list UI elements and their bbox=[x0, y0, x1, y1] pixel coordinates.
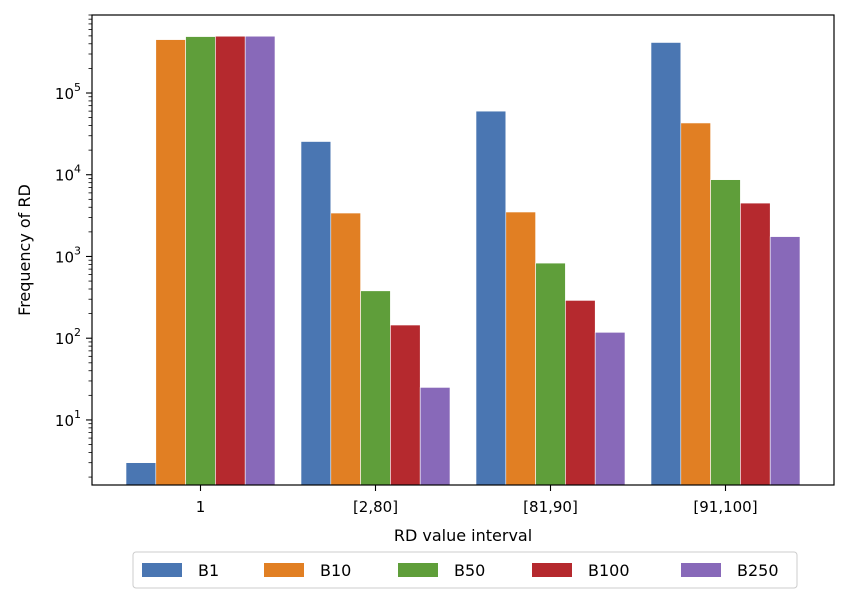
x-tick-label: [2,80] bbox=[353, 498, 398, 516]
legend-swatch-b100 bbox=[532, 563, 572, 577]
y-tick-label: 101 bbox=[55, 408, 81, 430]
y-tick-base: 10 bbox=[55, 330, 74, 348]
bar-b1-1 bbox=[300, 141, 332, 486]
legend-swatch-b250 bbox=[681, 563, 721, 577]
legend: B1 B10 B50 B100 B250 bbox=[132, 551, 798, 589]
y-tick-exponent: 2 bbox=[74, 326, 81, 339]
y-tick-exponent: 1 bbox=[74, 408, 81, 421]
legend-items: B1 B10 B50 B100 B250 bbox=[142, 561, 779, 580]
x-axis-label: RD value interval bbox=[394, 526, 532, 545]
bar-b250-2 bbox=[594, 332, 626, 486]
y-axis-label: Frequency of RD bbox=[15, 184, 34, 316]
x-tick-label: [91,100] bbox=[693, 498, 757, 516]
bar-b100-0 bbox=[215, 35, 246, 486]
legend-label-b1: B1 bbox=[198, 561, 219, 580]
bar-b50-0 bbox=[185, 36, 216, 486]
bar-b10-3 bbox=[680, 122, 711, 486]
legend-label-b100: B100 bbox=[588, 561, 630, 580]
y-tick-base: 10 bbox=[55, 248, 74, 266]
y-tick-base: 10 bbox=[55, 85, 74, 103]
legend-swatch-b10 bbox=[264, 563, 304, 577]
plot-frame bbox=[91, 14, 835, 486]
bar-b100-2 bbox=[565, 300, 596, 486]
x-tick-label: [81,90] bbox=[523, 498, 578, 516]
bar-b50-1 bbox=[360, 290, 391, 486]
legend-label-b10: B10 bbox=[320, 561, 351, 580]
y-tick-exponent: 4 bbox=[74, 163, 81, 176]
y-tick-exponent: 5 bbox=[74, 81, 81, 94]
legend-swatch-b50 bbox=[398, 563, 438, 577]
bar-b250-1 bbox=[419, 387, 451, 486]
bar-b100-1 bbox=[390, 324, 421, 486]
y-tick-label: 104 bbox=[55, 163, 81, 185]
bar-b10-2 bbox=[505, 211, 536, 486]
bar-b1-2 bbox=[475, 110, 507, 486]
bar-b10-0 bbox=[155, 39, 186, 486]
bar-b250-3 bbox=[769, 236, 801, 486]
legend-swatch-b1 bbox=[142, 563, 182, 577]
bars-group bbox=[125, 35, 801, 486]
bar-b100-3 bbox=[740, 202, 771, 486]
bar-b50-3 bbox=[710, 179, 741, 486]
bar-b250-0 bbox=[244, 35, 276, 486]
bar-b1-0 bbox=[125, 462, 157, 486]
legend-label-b250: B250 bbox=[737, 561, 779, 580]
y-tick-label: 103 bbox=[55, 244, 81, 266]
bar-b10-1 bbox=[330, 212, 361, 486]
legend-frame bbox=[132, 551, 798, 589]
legend-label-b50: B50 bbox=[454, 561, 485, 580]
y-tick-label: 102 bbox=[55, 326, 81, 348]
x-tick-label: 1 bbox=[196, 498, 206, 516]
y-tick-base: 10 bbox=[55, 167, 74, 185]
y-tick-exponent: 3 bbox=[74, 244, 81, 257]
y-tick-base: 10 bbox=[55, 412, 74, 430]
bar-b1-3 bbox=[650, 42, 682, 486]
bar-b50-2 bbox=[535, 262, 566, 486]
y-tick-label: 105 bbox=[55, 81, 81, 103]
x-axis: 1 [2,80] [81,90] [91,100] bbox=[196, 485, 758, 516]
